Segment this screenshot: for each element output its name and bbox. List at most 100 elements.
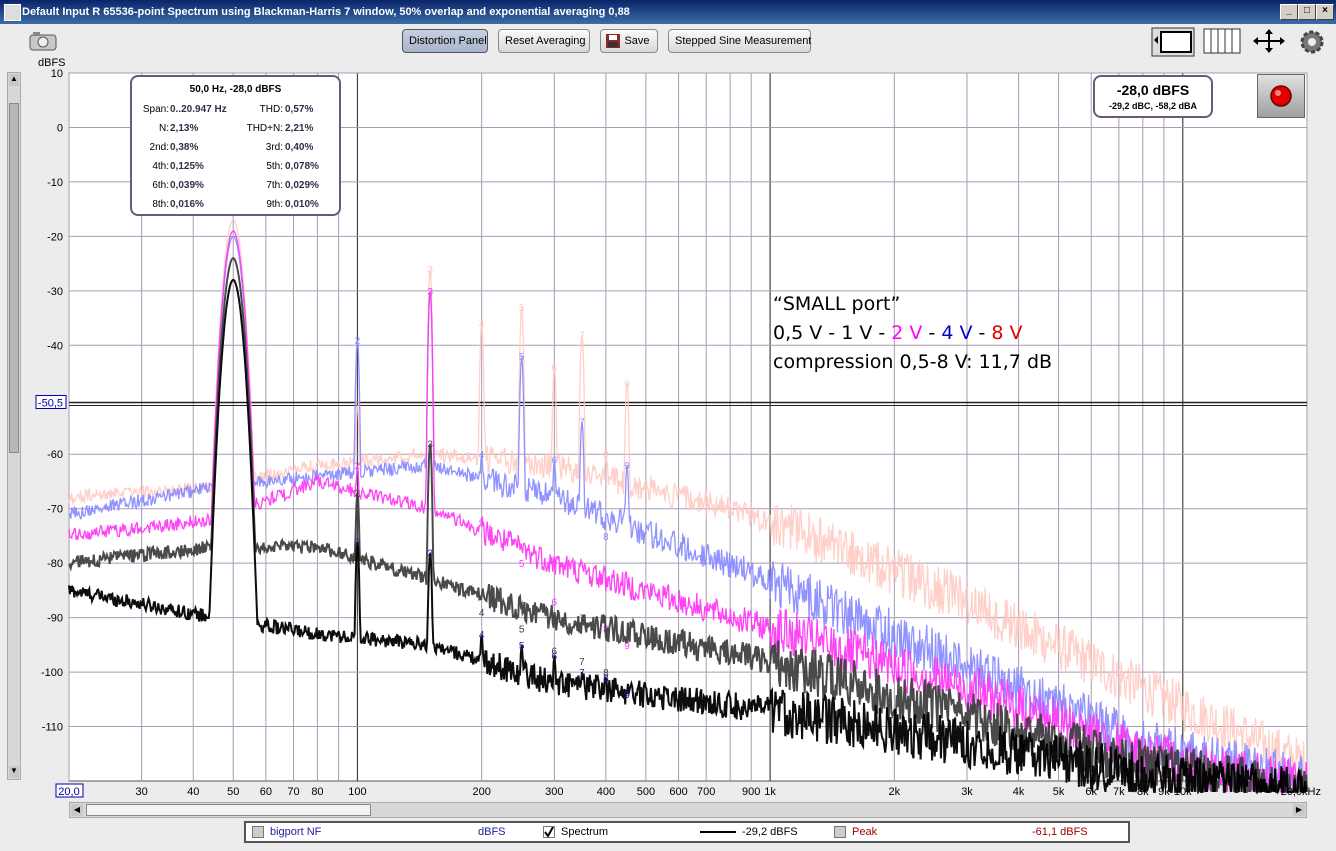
distortion-panel: 50,0 Hz, -28,0 dBFS Span: 0..20.947 Hz THD… — [130, 75, 341, 216]
harmonic-label: 7 — [579, 330, 585, 341]
x-tick-label: 7k — [1113, 786, 1125, 798]
y-tick-label: -100 — [41, 667, 63, 679]
harmonic-label: 9 — [624, 690, 630, 701]
harmonic-label: 9 — [624, 690, 630, 701]
y-tick-label: -80 — [47, 558, 63, 570]
x-tick-label: 20,0kHz — [1281, 786, 1321, 798]
harmonic-label: 8 — [603, 668, 609, 679]
y-tick-label: 0 — [57, 122, 63, 134]
dp-h9-value: 0,010% — [285, 199, 319, 210]
x-tick-label: 300 — [545, 786, 563, 798]
x-tick-label: 2k — [889, 786, 901, 798]
horizontal-scroll-thumb[interactable] — [86, 804, 371, 816]
y-tick-label: -90 — [47, 613, 63, 625]
y-tick-label: 10 — [51, 68, 63, 80]
x-tick-label: 40 — [187, 786, 199, 798]
spectrum-checkbox[interactable] — [543, 826, 555, 838]
maximize-button[interactable]: □ — [1298, 4, 1316, 20]
level-readout: -28,0 dBFS -29,2 dBC, -58,2 dBA — [1093, 75, 1213, 118]
minimize-button[interactable]: _ — [1280, 4, 1298, 20]
harmonic-label: 2 — [355, 537, 361, 548]
annotation-line3: compression 0,5-8 V: 11,7 dB — [773, 351, 1053, 373]
harmonic-label: 5 — [519, 303, 525, 314]
dp-h4-label: 4th: — [152, 161, 169, 172]
view-window-icon[interactable] — [1151, 27, 1195, 57]
legend-bar: bigport NF dBFS Spectrum -29,2 dBFS Peak… — [244, 821, 1130, 843]
scroll-up-icon[interactable]: ▲ — [9, 74, 19, 86]
y-tick-label: -50,5 — [38, 397, 63, 409]
harmonic-label: 5 — [519, 625, 525, 636]
harmonic-label: 6 — [552, 363, 558, 374]
x-tick-label: 60 — [260, 786, 272, 798]
distortion-panel-button[interactable]: Distortion Panel — [402, 29, 488, 53]
harmonic-label: 9 — [624, 461, 630, 472]
harmonic-label: 4 — [479, 320, 485, 331]
record-button[interactable] — [1257, 74, 1305, 118]
harmonic-label: 5 — [519, 352, 525, 363]
harmonic-label: 8 — [603, 532, 609, 543]
harmonic-label: 4 — [479, 630, 485, 641]
x-tick-label: 20,0 — [58, 786, 79, 798]
reset-averaging-button[interactable]: Reset Averaging — [498, 29, 590, 53]
level-sub: -29,2 dBC, -58,2 dBA — [1108, 101, 1198, 111]
distortion-header: 50,0 Hz, -28,0 dBFS — [189, 84, 282, 95]
harmonic-label: 6 — [552, 597, 558, 608]
scroll-right-icon[interactable]: ▶ — [1293, 804, 1305, 816]
annotation-line1: “SMALL port” — [773, 293, 901, 315]
annotation-line2: 0,5 V - 1 V - 2 V - 4 V - 8 V — [773, 322, 1023, 344]
close-button[interactable]: × — [1316, 4, 1334, 20]
y-tick-label: -40 — [47, 340, 63, 352]
harmonic-label: 9 — [624, 641, 630, 652]
harmonic-label: 4 — [479, 450, 485, 461]
columns-icon[interactable] — [1203, 28, 1241, 54]
x-tick-label: 200 — [472, 786, 490, 798]
vertical-scrollbar[interactable]: ▲ ▼ — [7, 72, 21, 780]
save-button[interactable]: Save — [600, 29, 658, 53]
x-tick-label: 9k — [1158, 786, 1170, 798]
vertical-scroll-thumb[interactable] — [9, 103, 19, 453]
dp-thd-label: THD: — [259, 104, 283, 115]
scroll-left-icon[interactable]: ◀ — [71, 804, 83, 816]
harmonic-label: 3 — [427, 439, 433, 450]
dp-h7-label: 7th: — [266, 180, 283, 191]
y-tick-label: -60 — [47, 449, 63, 461]
gear-icon[interactable] — [1299, 29, 1325, 55]
x-tick-label: 70 — [287, 786, 299, 798]
legend-spectrum-name: Spectrum — [561, 826, 609, 838]
legend-bigport-unit: dBFS — [478, 826, 506, 838]
harmonic-label: 7 — [579, 657, 585, 668]
camera-icon[interactable] — [28, 30, 58, 52]
legend-bigport-name: bigport NF — [270, 826, 322, 838]
dp-h6-label: 6th: — [152, 180, 169, 191]
dp-h7-value: 0,029% — [285, 180, 319, 191]
peak-checkbox[interactable] — [834, 826, 846, 838]
title-bar: Default Input R 65536-point Spectrum usi… — [0, 0, 1336, 24]
y-axis-unit: dBFS — [38, 57, 66, 69]
dp-h5-value: 0,078% — [285, 161, 319, 172]
harmonic-label: 7 — [579, 668, 585, 679]
bigport-checkbox[interactable] — [252, 826, 264, 838]
dp-thdn-value: 2,21% — [285, 123, 314, 134]
harmonic-label: 6 — [552, 456, 558, 467]
x-tick-label: 700 — [697, 786, 715, 798]
dp-h3-value: 0,40% — [285, 142, 314, 153]
horizontal-scrollbar[interactable]: ◀ ▶ — [69, 802, 1307, 818]
harmonic-label: 7 — [579, 418, 585, 429]
x-tick-label: 100 — [348, 786, 366, 798]
x-tick-label: 3k — [961, 786, 973, 798]
y-tick-label: -10 — [47, 177, 63, 189]
app-icon — [4, 4, 21, 21]
scroll-down-icon[interactable]: ▼ — [9, 766, 19, 778]
stepped-sine-button[interactable]: Stepped Sine Measurement — [668, 29, 811, 53]
series-line-0-5-V — [68, 278, 1308, 795]
spectrum-line-swatch — [700, 831, 736, 833]
harmonic-label: 5 — [519, 641, 525, 652]
legend-peak-value: -61,1 dBFS — [1032, 826, 1088, 838]
harmonic-label: 8 — [603, 450, 609, 461]
x-tick-label: 50 — [227, 786, 239, 798]
harmonic-label: 3 — [427, 265, 433, 276]
y-tick-label: -30 — [47, 286, 63, 298]
harmonic-label: 5 — [519, 559, 525, 570]
expand-arrows-icon[interactable] — [1251, 28, 1287, 54]
